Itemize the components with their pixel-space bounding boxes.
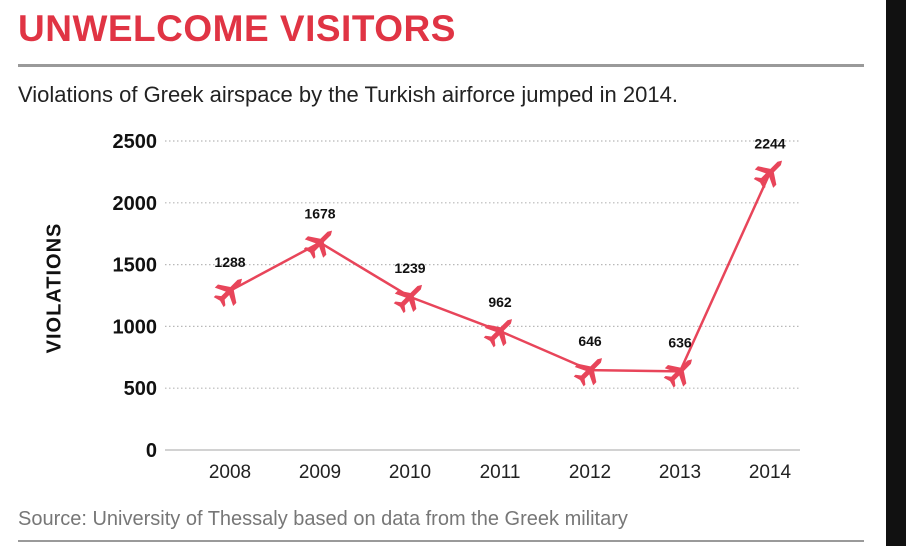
x-tick-label: 2012	[569, 462, 611, 483]
x-tick-label: 2014	[749, 462, 792, 483]
top-divider	[18, 64, 864, 67]
chart-title: UNWELCOME VISITORS	[18, 8, 456, 49]
airplane-icon	[573, 358, 603, 387]
x-tick-label: 2011	[480, 462, 521, 483]
data-label: 646	[578, 333, 602, 349]
x-tick-labels: 2008 2009 2010 2011 2012 2013 2014	[209, 462, 792, 483]
data-markers	[213, 160, 783, 388]
x-tick-label: 2009	[299, 462, 341, 483]
x-tick-label: 2010	[389, 462, 431, 483]
airplane-icon	[663, 359, 693, 388]
x-tick-label: 2013	[659, 462, 701, 483]
source-note: Source: University of Thessaly based on …	[18, 508, 628, 530]
y-tick-label: 1000	[113, 316, 158, 338]
x-tick-label: 2008	[209, 462, 251, 483]
gridlines	[165, 140, 800, 451]
y-tick-label: 500	[124, 378, 157, 400]
airplane-icon	[753, 160, 783, 189]
data-label: 1239	[394, 260, 425, 276]
data-label: 1288	[214, 254, 245, 270]
y-tick-labels: 0 500 1000 1500 2000 2500	[113, 131, 158, 462]
y-tick-label: 1500	[113, 255, 158, 277]
data-label: 962	[488, 294, 512, 310]
y-tick-label: 2000	[113, 193, 158, 215]
airplane-icon	[483, 319, 513, 348]
airplane-icon	[303, 230, 333, 259]
data-label: 636	[668, 334, 692, 350]
chart-subtitle: Violations of Greek airspace by the Turk…	[18, 82, 678, 107]
bottom-divider	[18, 540, 864, 542]
right-edge-bar	[886, 0, 906, 546]
data-label: 2244	[754, 136, 785, 152]
data-label: 1678	[304, 206, 335, 222]
y-tick-label: 2500	[113, 131, 158, 153]
y-tick-label: 0	[146, 440, 157, 462]
airplane-icon	[393, 284, 423, 314]
data-labels: 1288 1678 1239 962 646 636 2244	[214, 136, 785, 351]
airplane-icon	[213, 278, 243, 308]
